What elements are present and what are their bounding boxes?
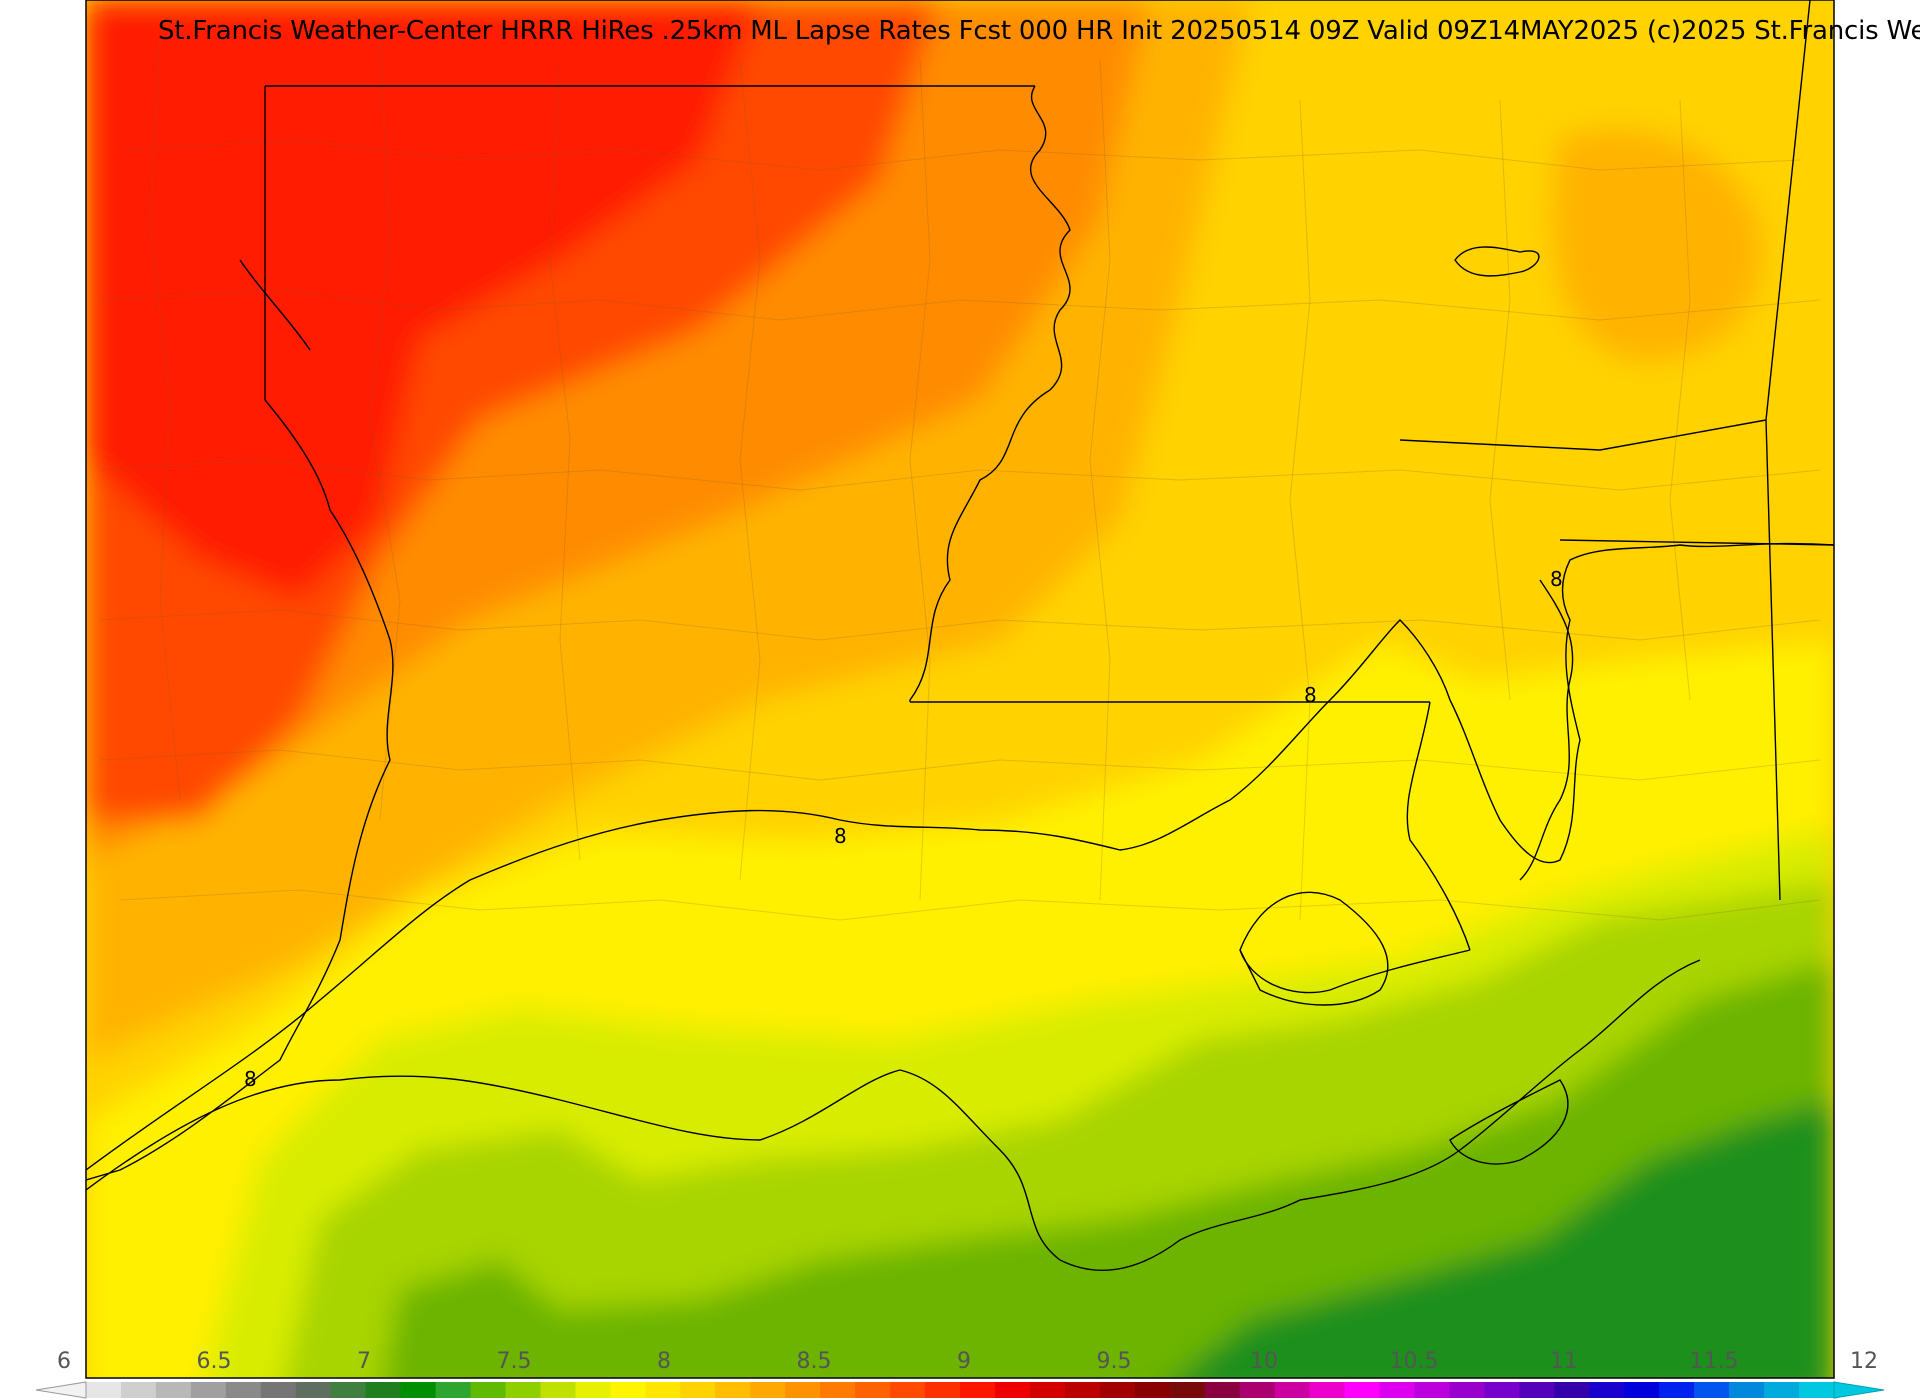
- colorbar-swatch: [155, 1382, 192, 1398]
- colorbar-swatch: [1729, 1382, 1765, 1398]
- contour-label: 8: [244, 1067, 257, 1091]
- colorbar-swatch: [820, 1382, 856, 1398]
- contour-label: 8: [1304, 683, 1317, 707]
- colorbar-swatch: [610, 1382, 646, 1398]
- colorbar-swatch: [330, 1382, 367, 1398]
- colorbar-swatch: [855, 1382, 891, 1398]
- colorbar-swatch: [1554, 1382, 1590, 1398]
- map-frame: [85, 0, 1835, 1379]
- colorbar-tick-label: 9.5: [1097, 1349, 1132, 1374]
- colorbar-swatch: [225, 1382, 262, 1398]
- colorbar-swatch: [1029, 1382, 1066, 1398]
- contour-8: [86, 542, 1834, 1171]
- colorbar-tick-label: 10.5: [1390, 1349, 1439, 1374]
- colorbar-swatch: [260, 1382, 297, 1398]
- colorbar-swatch: [1764, 1382, 1800, 1398]
- colorbar-swatch: [1449, 1382, 1485, 1398]
- colorbar-swatch: [994, 1382, 1031, 1398]
- colorbar-swatch: [715, 1382, 751, 1398]
- colorbar-swatch: [1799, 1382, 1835, 1398]
- colorbar-swatch: [575, 1382, 611, 1398]
- colorbar-swatch: [1064, 1382, 1101, 1398]
- colorbar-swatch: [1589, 1382, 1625, 1398]
- colorbar-swatch: [1484, 1382, 1520, 1398]
- colorbar-tick-labels: 6 6.5 7 7.5 8 8.5 9 9.5 10 10.5 11 11.5 12: [57, 1349, 1878, 1374]
- colorbar-swatch: [1624, 1382, 1660, 1398]
- colorbar-swatch: [1659, 1382, 1695, 1398]
- colorbar-tick-label: 10: [1250, 1349, 1278, 1374]
- colorbar-swatch: [295, 1382, 332, 1398]
- colorbar-swatch: [1344, 1382, 1381, 1398]
- colorbar-left-arrow: [35, 1381, 87, 1399]
- colorbar-swatch: [365, 1382, 402, 1398]
- colorbar-swatch: [680, 1382, 716, 1398]
- colorbar-swatch: [645, 1382, 681, 1398]
- colorbar-swatch: [1239, 1382, 1276, 1398]
- colorbar-swatch: [925, 1382, 961, 1398]
- colorbar-swatch: [1134, 1382, 1171, 1398]
- colorbar-swatch: [960, 1382, 996, 1398]
- colorbar-swatch: [1379, 1382, 1415, 1398]
- colorbar-swatch: [505, 1382, 541, 1398]
- colorbar-tick-label: 11.5: [1690, 1349, 1739, 1374]
- colorbar-swatch: [1414, 1382, 1450, 1398]
- river-boundary: [86, 259, 394, 1181]
- colorbar-swatch: [470, 1382, 507, 1398]
- colorbar-swatch: [400, 1382, 437, 1398]
- colorbar-tick-label: 8.5: [797, 1349, 832, 1374]
- colorbar-tick-label: 12: [1850, 1349, 1878, 1374]
- colorbar-tick-label: 7.5: [497, 1349, 532, 1374]
- contour-label: 8: [1550, 567, 1563, 591]
- colorbar-swatch: [540, 1382, 576, 1398]
- colorbar-tick-label: 6.5: [197, 1349, 232, 1374]
- colorbar-swatch: [890, 1382, 926, 1398]
- colorbar-swatch: [785, 1382, 821, 1398]
- colorbar-swatch: [1099, 1382, 1136, 1398]
- contour-label: 8: [834, 824, 847, 848]
- colorbar-swatch: [1169, 1382, 1206, 1398]
- colorbar-swatch: [86, 1382, 122, 1398]
- colorbar-swatch: [1274, 1382, 1311, 1398]
- region-red: [86, 0, 760, 600]
- region-amber-east: [1553, 130, 1762, 360]
- colorbar-swatch: [1519, 1382, 1555, 1398]
- page-title: St.Francis Weather-Center HRRR HiRes .25…: [158, 16, 1920, 46]
- colorbar-swatch: [1309, 1382, 1346, 1398]
- colorbar-swatch: [1204, 1382, 1241, 1398]
- colorbar-tick-label: 6: [57, 1349, 71, 1374]
- colorbar-swatch: [750, 1382, 786, 1398]
- colorbar-tick-label: 7: [357, 1349, 371, 1374]
- colorbar-swatch: [435, 1382, 472, 1398]
- colorbar-right-arrow: [1833, 1381, 1885, 1399]
- colorbar-swatch: [190, 1382, 227, 1398]
- coastline: [86, 246, 1701, 1272]
- colorbar-tick-label: 8: [657, 1349, 671, 1374]
- colorbar-swatch: [1694, 1382, 1730, 1398]
- colorbar-swatches: [86, 1382, 1835, 1398]
- colorbar-swatch: [120, 1382, 157, 1398]
- colorbar-tick-label: 11: [1550, 1349, 1578, 1374]
- region-dark-green: [1177, 1100, 1834, 1378]
- colorbar-tick-label: 9: [957, 1349, 971, 1374]
